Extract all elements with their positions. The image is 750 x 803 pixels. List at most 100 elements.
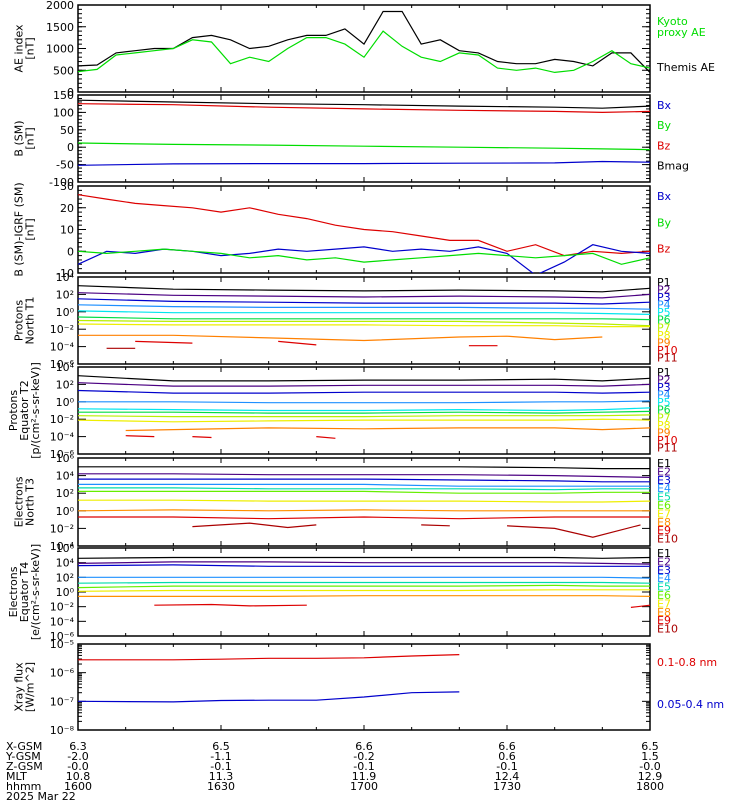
footer-value: 6.5	[641, 740, 659, 753]
y-tick-label: 10⁻⁸	[50, 724, 75, 737]
series-line-e2	[78, 561, 650, 565]
y-tick-label: 10²	[56, 288, 74, 301]
legend-label: P4	[657, 389, 671, 402]
y-tick-label: 10⁴	[56, 271, 75, 284]
footer-value: -0.2	[353, 750, 375, 763]
series-line-p1	[78, 285, 650, 293]
series-line-p5	[78, 310, 650, 315]
series-line-e10	[506, 524, 641, 538]
legend-label: E1	[657, 547, 671, 560]
legend-label: P11	[657, 351, 678, 364]
y-tick-label: 10⁶	[56, 452, 75, 465]
series-line-p10	[278, 340, 317, 346]
series-line-p10	[192, 436, 212, 439]
series-line-e9	[78, 516, 650, 520]
series-line-p2	[78, 292, 650, 299]
legend-label: P9	[657, 336, 671, 349]
series-line-by	[78, 142, 650, 151]
footer-row-label: hhmm	[6, 780, 42, 793]
y-tick-label: 10²	[56, 378, 74, 391]
series-line-p2	[78, 382, 650, 387]
legend-label: P10	[657, 344, 678, 357]
legend-label: P9	[657, 426, 671, 439]
y-axis-label: North T3	[24, 478, 37, 526]
series-group	[78, 10, 650, 74]
y-tick-label: 10⁴	[56, 470, 75, 483]
series-line-e1	[78, 556, 650, 559]
series-group	[78, 194, 650, 273]
y-axis-label: North T1	[24, 297, 37, 345]
footer-value: -0.0	[639, 760, 661, 773]
legend-label: P5	[657, 306, 671, 319]
legend-label: By	[657, 216, 672, 229]
series-line-e8	[78, 509, 650, 512]
plot-frame	[77, 643, 651, 731]
y-tick-label: -10	[56, 267, 74, 280]
y-axis-label: B (SM)	[13, 120, 26, 156]
footer-value: -0.1	[210, 760, 232, 773]
y-tick-label: 10⁻⁶	[50, 448, 75, 461]
series-line-p4	[78, 400, 650, 404]
y-tick-label: 10⁻²	[50, 323, 74, 336]
series-line-e4	[78, 483, 650, 487]
legend-label: E4	[657, 482, 671, 495]
legend-label: P7	[657, 411, 671, 424]
series-group	[78, 99, 650, 166]
y-tick-label: 10⁰	[56, 306, 75, 319]
y-tick-label: 10²	[56, 571, 74, 584]
y-tick-label: 10⁻⁴	[50, 341, 75, 354]
legend-label: Bz	[657, 139, 671, 152]
series-line-bz	[78, 194, 650, 257]
legend-label: E6	[657, 589, 671, 602]
y-axis-label: Protons	[13, 300, 26, 341]
series-group	[78, 375, 650, 439]
legend-label: E1	[657, 457, 671, 470]
y-axis-label: B (SM)-IGRF (SM)	[13, 182, 26, 276]
legend-label: E7	[657, 507, 671, 520]
footer-row-label: Y-GSM	[6, 750, 41, 763]
footer-value: 12.9	[637, 770, 663, 783]
footer-value: 1730	[493, 780, 521, 793]
series-line-bz	[78, 103, 650, 114]
legend-label: P1	[657, 276, 671, 289]
y-tick-label: 0	[67, 86, 74, 99]
legend-label: P6	[657, 314, 671, 327]
legend-label: By	[657, 119, 672, 132]
y-tick-label: 0	[67, 245, 74, 258]
y-tick-label: 10⁴	[56, 361, 75, 374]
legend-label: E9	[657, 614, 671, 627]
y-tick-label: 10⁰	[56, 396, 75, 409]
y-tick-label: 20	[60, 202, 74, 215]
date-label: 2025 Mar 22	[6, 790, 76, 803]
y-tick-label: 10⁻²	[50, 601, 74, 614]
series-line-e6	[78, 584, 650, 589]
panel-bigrf: -10 0 10 20 30 B (SM)-IGRF (SM)[nT] Bx By Bz	[13, 180, 672, 280]
legend-label: E10	[657, 623, 678, 636]
series-line-p10	[316, 436, 336, 439]
y-tick-label: 10⁻⁴	[50, 431, 75, 444]
y-axis-label: Equator T2	[18, 380, 31, 440]
series-line-p3	[78, 389, 650, 394]
plot-frame	[77, 276, 651, 365]
y-tick-label: 10⁻²	[50, 413, 74, 426]
plot-frame	[77, 94, 651, 183]
legend-label: P7	[657, 321, 671, 334]
y-axis-label: AE index	[13, 24, 26, 73]
footer-value: -0.0	[67, 760, 89, 773]
legend-label: P3	[657, 291, 671, 304]
series-line-e3	[78, 478, 650, 483]
footer-value: 12.4	[494, 770, 520, 783]
legend-label: Bx	[657, 190, 672, 203]
series-line-e5	[78, 581, 650, 584]
y-tick-label: 10⁰	[56, 505, 75, 518]
legend-label: E3	[657, 474, 671, 487]
y-axis-label: [e/(cm²-s-sr-keV)]	[29, 544, 42, 640]
series-line-p9	[125, 427, 650, 432]
y-tick-label: 10⁻⁶	[50, 667, 75, 680]
series-line-p7	[78, 319, 650, 327]
y-tick-label: 10⁻⁷	[50, 695, 74, 708]
y-tick-label: 0	[67, 141, 74, 154]
footer-value: 6.6	[498, 740, 516, 753]
